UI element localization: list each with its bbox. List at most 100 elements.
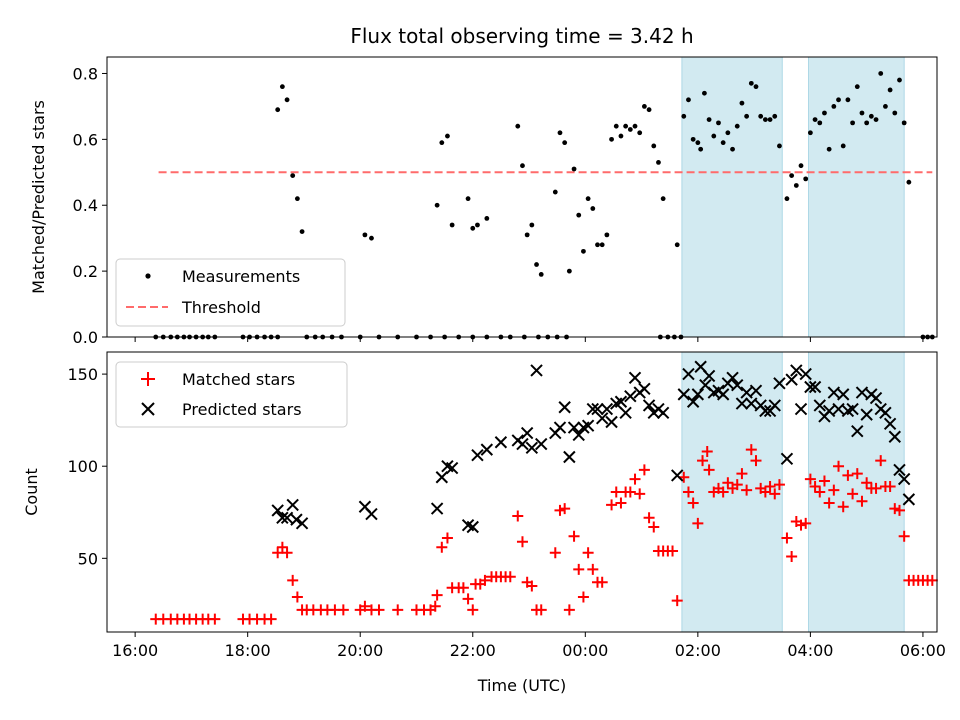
matched-star-point [577,591,589,603]
measurement-point [362,232,368,238]
predicted-star-point [785,373,798,386]
predicted-star-point [851,425,864,438]
matched-star-point [856,495,868,507]
predicted-star-point [822,404,836,418]
predicted-star-point [799,367,812,381]
matched-star-point [337,604,349,616]
matched-star-point [731,479,743,491]
matched-star-point [814,486,826,498]
measurement-point [585,196,591,202]
predicted-star-point [480,443,494,456]
predicted-star-point [516,437,529,451]
top-panel: 0.00.20.40.60.8 Matched/Predicted stars … [29,56,938,347]
matched-star-point [596,576,608,588]
predicted-star-point [445,461,459,475]
predicted-star-point [745,397,758,410]
predicted-star-point [794,402,808,416]
predicted-star-point [855,386,869,399]
measurement-point [711,133,717,139]
predicted-star-point [740,386,753,399]
predicted-star-point [520,426,534,440]
measurement-point [599,242,605,248]
measurement-point [646,107,652,113]
matched-star-point [828,484,840,496]
matched-star-point [615,497,627,509]
predicted-star-point [716,388,730,401]
measurement-point [836,97,841,103]
matched-star-point [526,580,538,592]
measurement-point [470,225,476,231]
measurement-point [524,232,530,238]
matched-star-point [769,488,781,500]
measurement-point [698,146,704,152]
predicted-star-point [591,402,604,416]
measurement-point [892,110,898,116]
predicted-star-point [837,388,850,401]
measurement-point [777,143,782,149]
predicted-star-point [860,408,873,421]
measurement-point [641,104,647,109]
y-tick-label: 50 [78,549,98,568]
matched-star-point [272,547,284,559]
matched-star-point [701,445,713,457]
matched-star-point [697,455,709,467]
measurement-point [864,120,870,126]
legend-predicted-marker [141,402,155,416]
matched-star-point [837,501,849,513]
x-tick-label: 20:00 [337,641,383,660]
top-legend-box [115,258,346,327]
matched-star-point [875,455,887,467]
predicted-star-point [827,386,841,399]
legend-measurements-label: Measurements [182,267,300,286]
predicted-star-point [642,399,656,412]
matched-star-point [554,504,566,516]
predicted-star-point [686,395,700,408]
measurement-point [439,140,445,146]
measurement-point [609,136,614,142]
measurement-point [798,163,804,169]
predicted-star-point [832,402,845,416]
predicted-star-point [897,472,911,486]
measurement-point [290,173,296,178]
measurement-point [725,130,731,136]
matched-star-point [750,455,762,467]
bottom-axes-ticks: 50 100 150 16:00 18:00 20:00 22:00 00:00 02:00 04… [67,365,946,660]
measurement-point [434,202,440,208]
matched-star-point [265,613,277,625]
y-tick-label: 0.4 [73,196,98,215]
matched-star-point [457,582,469,594]
measurement-point [730,146,735,152]
legend-measurements-marker [145,273,151,279]
predicted-star-point [494,436,508,449]
matched-star-point [884,480,896,492]
measurement-point [868,113,874,119]
measurement-point [758,113,764,119]
bottom-ylabel: Count [22,468,41,516]
measurement-point [515,123,521,129]
measurement-point [465,196,471,202]
matched-star-point [893,504,905,516]
matched-star-point [209,613,221,625]
measurement-point [859,110,865,116]
measurement-point [840,143,846,149]
predicted-star-point [671,469,684,482]
observing-window-shade [681,56,783,338]
measurement-point [822,110,827,116]
matched-star-point [582,547,594,559]
matched-star-point [741,484,753,496]
predicted-star-point [808,380,822,394]
predicted-star-point [535,437,548,451]
predicted-star-point [271,504,284,517]
measurement-point [854,84,860,90]
matched-star-point [606,499,618,511]
x-tick-label: 18:00 [225,641,271,660]
measurement-point [538,272,544,277]
x-tick-label: 00:00 [562,641,608,660]
predicted-star-point [702,369,716,383]
top-axes-ticks: 0.0 0.2 0.4 0.6 0.8 [73,64,924,347]
matched-star-point [667,545,679,557]
predicted-star-point [628,371,642,384]
measurement-point [812,117,818,122]
x-axis-label: Time (UTC) [477,676,566,695]
bottom-legend-box [115,361,348,428]
